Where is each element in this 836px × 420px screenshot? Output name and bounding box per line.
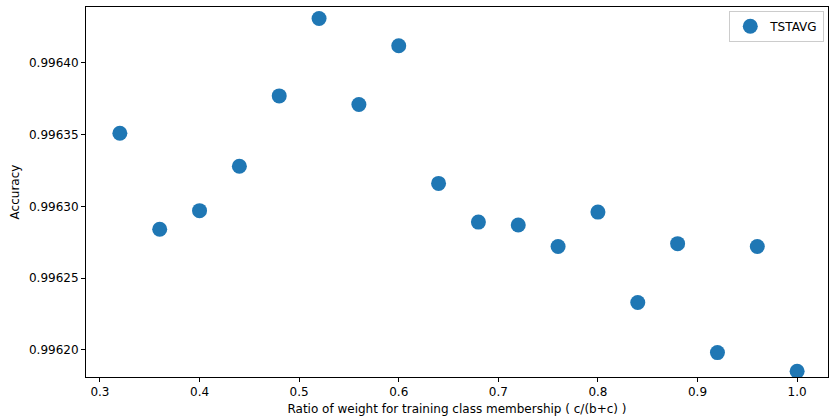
svg-text:0.3: 0.3: [90, 385, 109, 399]
svg-text:0.99620: 0.99620: [29, 343, 79, 357]
svg-text:0.9: 0.9: [688, 385, 707, 399]
svg-text:0.99630: 0.99630: [29, 200, 79, 214]
svg-text:Accuracy: Accuracy: [8, 165, 22, 220]
svg-text:0.99635: 0.99635: [29, 128, 79, 142]
svg-text:TSTAVG: TSTAVG: [769, 20, 816, 34]
svg-text:0.6: 0.6: [389, 385, 408, 399]
svg-text:1.0: 1.0: [788, 385, 807, 399]
svg-text:0.8: 0.8: [588, 385, 607, 399]
svg-text:Ratio of weight for training c: Ratio of weight for training class membe…: [287, 402, 626, 416]
svg-text:0.7: 0.7: [489, 385, 508, 399]
svg-text:0.5: 0.5: [290, 385, 309, 399]
svg-text:0.4: 0.4: [190, 385, 209, 399]
svg-text:0.99640: 0.99640: [29, 56, 79, 70]
svg-text:0.99625: 0.99625: [29, 271, 79, 285]
